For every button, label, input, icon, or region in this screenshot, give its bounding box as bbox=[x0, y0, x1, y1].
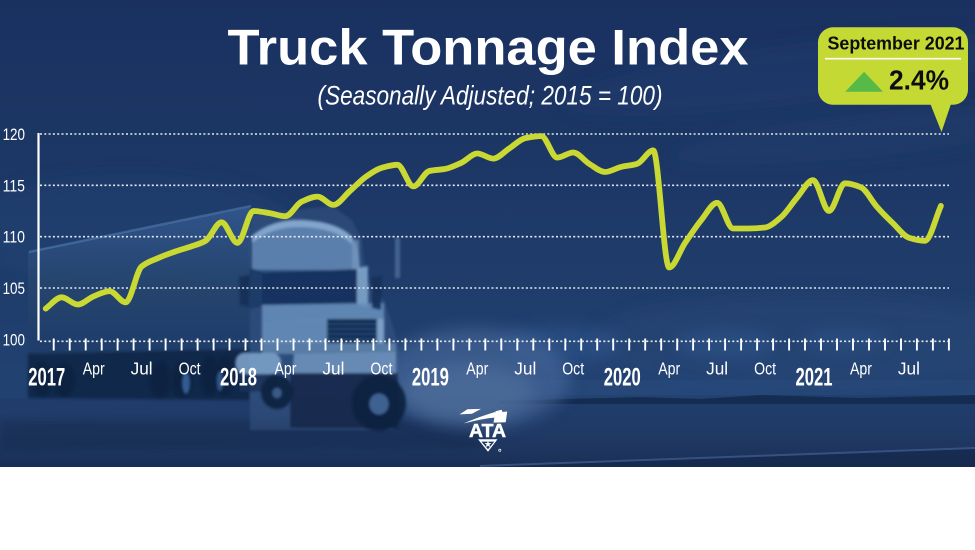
svg-text:2017: 2017 bbox=[28, 364, 65, 392]
svg-text:Apr: Apr bbox=[466, 358, 488, 378]
svg-text:Oct: Oct bbox=[179, 358, 201, 378]
svg-text:120: 120 bbox=[3, 125, 25, 144]
svg-text:Jul: Jul bbox=[322, 358, 344, 378]
svg-text:115: 115 bbox=[3, 176, 25, 195]
svg-text:(Seasonally Adjusted; 2015 = 1: (Seasonally Adjusted; 2015 = 100) bbox=[318, 81, 663, 111]
svg-text:Jul: Jul bbox=[898, 358, 920, 378]
svg-text:2020: 2020 bbox=[604, 364, 641, 392]
svg-text:105: 105 bbox=[3, 279, 25, 298]
svg-text:2019: 2019 bbox=[412, 364, 449, 392]
svg-text:Apr: Apr bbox=[83, 358, 105, 378]
svg-text:2021: 2021 bbox=[796, 364, 833, 392]
svg-text:Jul: Jul bbox=[131, 358, 153, 378]
svg-text:2.4%: 2.4% bbox=[889, 65, 949, 96]
svg-text:Jul: Jul bbox=[706, 358, 728, 378]
svg-text:2018: 2018 bbox=[220, 364, 257, 392]
svg-text:Apr: Apr bbox=[850, 358, 872, 378]
svg-text:September 2021: September 2021 bbox=[828, 33, 965, 54]
svg-text:Apr: Apr bbox=[275, 358, 297, 378]
svg-text:Oct: Oct bbox=[370, 358, 392, 378]
svg-text:Apr: Apr bbox=[658, 358, 680, 378]
svg-text:Oct: Oct bbox=[562, 358, 584, 378]
svg-text:Jul: Jul bbox=[514, 358, 536, 378]
svg-text:100: 100 bbox=[3, 330, 25, 349]
svg-text:110: 110 bbox=[3, 228, 25, 247]
svg-text:ATA: ATA bbox=[469, 420, 506, 441]
svg-text:Truck Tonnage Index: Truck Tonnage Index bbox=[228, 20, 749, 76]
svg-text:Oct: Oct bbox=[754, 358, 776, 378]
